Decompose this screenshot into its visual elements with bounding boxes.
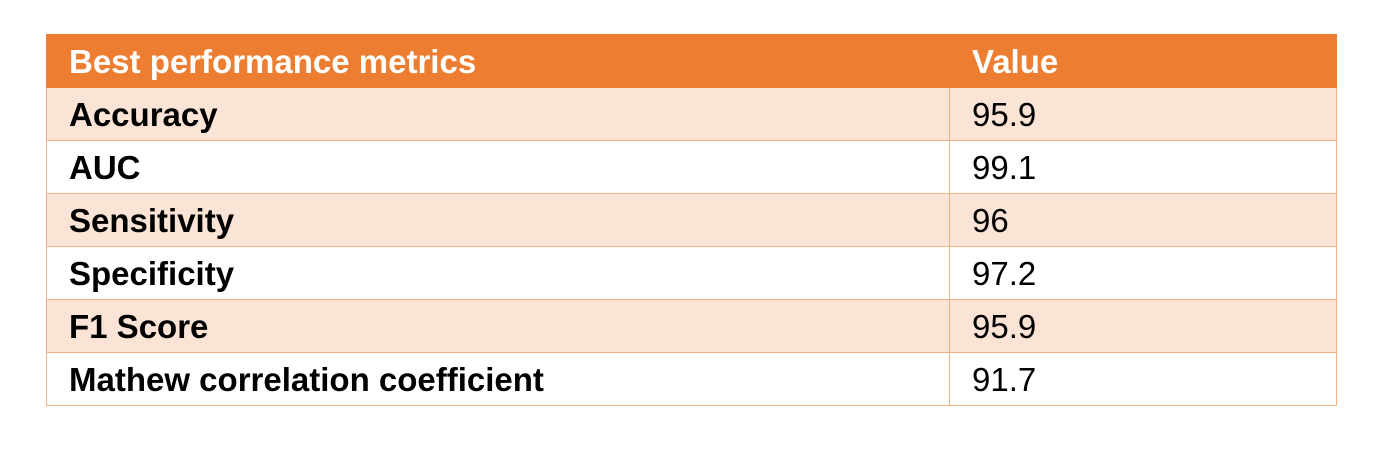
table-body: Accuracy 95.9 AUC 99.1 Sensitivity 96 Sp… (46, 87, 1337, 406)
value-cell: 96 (949, 193, 1337, 247)
value-cell: 95.9 (949, 87, 1337, 141)
metrics-table-container: Best performance metrics Value Accuracy … (46, 34, 1337, 406)
value-cell: 95.9 (949, 299, 1337, 353)
value-cell: 91.7 (949, 352, 1337, 406)
metric-cell: Specificity (46, 246, 950, 300)
table-row: F1 Score 95.9 (46, 299, 1337, 353)
table-row: AUC 99.1 (46, 140, 1337, 194)
table-row: Mathew correlation coefficient 91.7 (46, 352, 1337, 406)
table-row: Specificity 97.2 (46, 246, 1337, 300)
metric-cell: Mathew correlation coefficient (46, 352, 950, 406)
metric-cell: Sensitivity (46, 193, 950, 247)
header-row: Best performance metrics Value (46, 34, 1337, 88)
header-metric: Best performance metrics (46, 34, 950, 88)
value-cell: 99.1 (949, 140, 1337, 194)
table-row: Accuracy 95.9 (46, 87, 1337, 141)
value-cell: 97.2 (949, 246, 1337, 300)
table-header: Best performance metrics Value (46, 34, 1337, 88)
metric-cell: AUC (46, 140, 950, 194)
table-row: Sensitivity 96 (46, 193, 1337, 247)
header-value: Value (949, 34, 1337, 88)
metric-cell: F1 Score (46, 299, 950, 353)
metrics-table: Best performance metrics Value Accuracy … (46, 34, 1337, 406)
metric-cell: Accuracy (46, 87, 950, 141)
